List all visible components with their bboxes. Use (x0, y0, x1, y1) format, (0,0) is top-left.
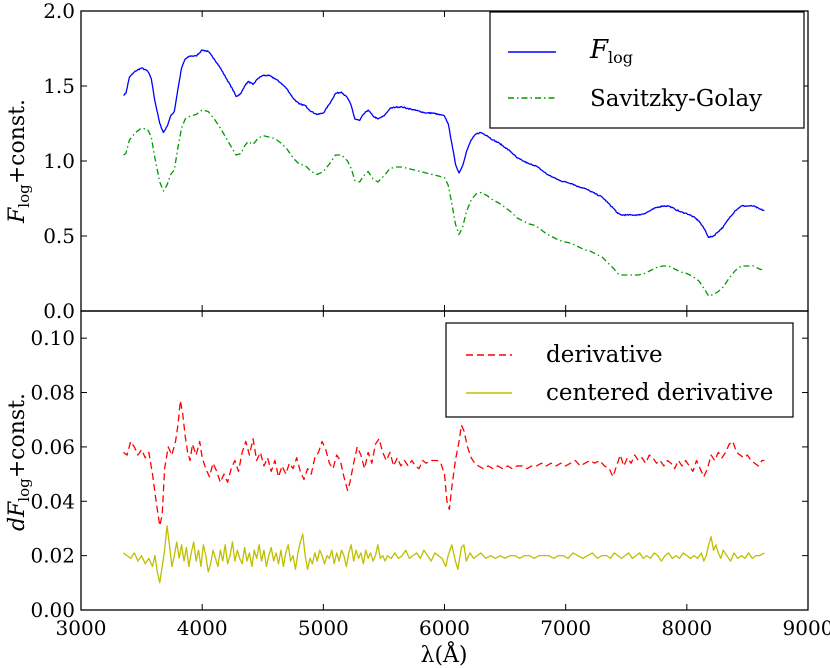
x-tick-label: 5000 (298, 616, 349, 640)
x-axis-label: λ(Å) (421, 640, 468, 668)
y-tick-label: 0.10 (30, 326, 75, 350)
top-panel-lines (123, 49, 765, 297)
bottom-panel-ticks: 0.00 0.02 0.04 0.06 0.08 0.10 3000 4000 5000 6000… (30, 311, 830, 640)
y-tick-label: 1.0 (43, 149, 75, 173)
top-y-axis-label: Flog+const. (5, 99, 33, 224)
top-y-axis-label-main: F (5, 207, 30, 224)
bottom-y-axis-label-main: dF (5, 501, 30, 531)
series-line-f-log (123, 49, 765, 239)
bottom-panel-lines (123, 400, 765, 584)
x-tick-label: 7000 (540, 616, 591, 640)
top-y-axis-label-sub: log (15, 184, 33, 208)
legend-label-derivative: derivative (546, 342, 663, 368)
y-tick-label: 0.08 (30, 381, 75, 405)
x-tick-label: 3000 (56, 616, 107, 640)
bottom-y-axis-label-rest: +const. (5, 393, 30, 478)
series-line-derivative (123, 400, 765, 527)
top-panel-ticks: 0.0 0.5 1.0 1.5 2.0 (43, 0, 809, 323)
bottom-legend: derivative centered derivative (445, 322, 794, 418)
series-line-savitzky-golay (123, 109, 765, 297)
top-y-axis-label-rest: +const. (5, 99, 30, 184)
y-tick-label: 0.02 (30, 544, 75, 568)
y-tick-label: 1.5 (43, 74, 75, 98)
legend-label-flog: Flog (589, 35, 633, 67)
legend-label-flog-sub: log (608, 48, 633, 67)
bottom-y-axis-label: dFlog+const. (5, 393, 33, 531)
top-panel: 0.00.51.01.52.0 Flog+const. Flog Savitzk… (5, 0, 809, 323)
legend-label-savgol: Savitzky-Golay (590, 86, 762, 112)
top-legend-frame (489, 11, 805, 129)
legend-label-centered-derivative: centered derivative (546, 380, 773, 406)
x-tick-label: 6000 (419, 616, 470, 640)
x-tick-label: 8000 (661, 616, 712, 640)
x-tick-label: 9000 (783, 616, 830, 640)
legend-label-flog-main: F (589, 35, 609, 65)
y-tick-label: 0.06 (30, 435, 75, 459)
x-tick-label: 4000 (177, 616, 228, 640)
y-tick-label: 2.0 (43, 0, 75, 23)
y-tick-label: 0.0 (43, 299, 75, 323)
bottom-panel: 0.00 0.02 0.04 0.06 0.08 0.10 3000 4000 5000 6000… (5, 311, 830, 668)
y-tick-label: 0.04 (30, 489, 75, 513)
top-legend: Flog Savitzky-Golay (489, 11, 805, 129)
bottom-plot-frame (80, 310, 809, 611)
bottom-legend-frame (445, 322, 794, 418)
y-tick-label: 0.5 (43, 224, 75, 248)
series-line-centered-derivative (123, 525, 765, 584)
bottom-y-axis-label-sub: log (15, 478, 33, 502)
y-tick-label: 0.00 (30, 598, 75, 622)
